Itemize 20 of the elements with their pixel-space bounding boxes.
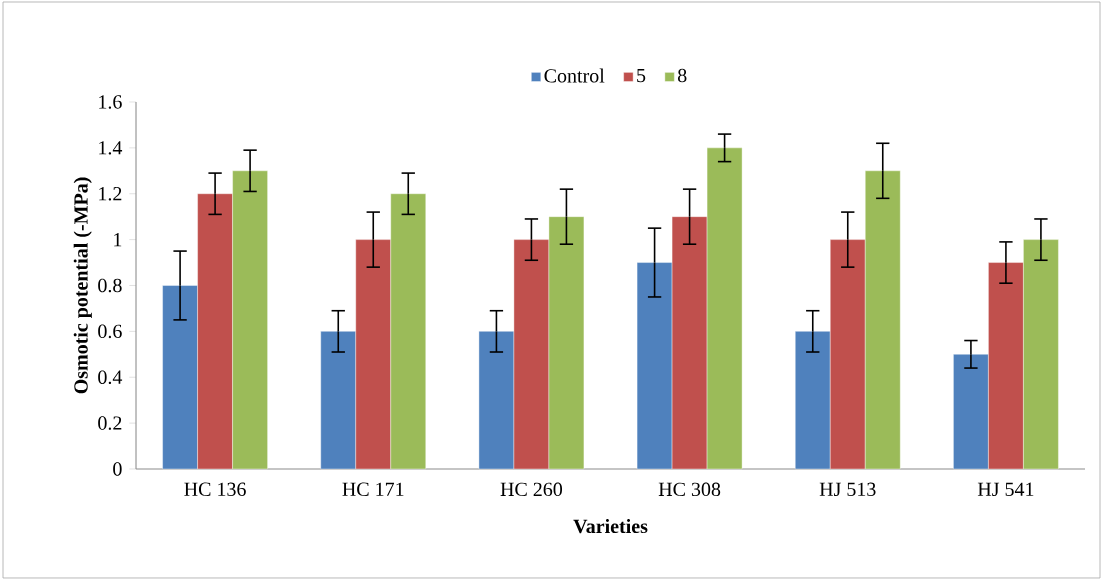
legend-label: Control [544,68,605,83]
y-tick-label: 0.6 [98,324,122,339]
x-tick-label: HC 308 [658,482,721,497]
y-tick-label: 0.4 [98,370,123,385]
y-tick-label: 0.2 [98,416,122,430]
legend-label: 5 [637,68,646,83]
x-tick-label: HJ 513 [819,482,876,497]
y-tick-label: 1.6 [99,95,122,109]
y-axis-title: Osmotic potential (-MPa) [73,177,92,394]
x-axis-title: Varieties [573,519,648,534]
x-tick-label: HC 171 [342,482,404,497]
x-tick-label: HC 260 [500,482,563,497]
y-tick-label: 0.8 [98,278,122,293]
y-tick-label: 0 [113,462,122,476]
legend-label: 8 [677,68,687,83]
y-tick-label: 1.4 [99,141,123,155]
x-tick-label: HJ 541 [977,482,1034,496]
y-tick-label: 1 [114,233,122,247]
x-tick-label: HC 136 [184,482,246,497]
y-tick-label: 1.2 [99,186,122,201]
